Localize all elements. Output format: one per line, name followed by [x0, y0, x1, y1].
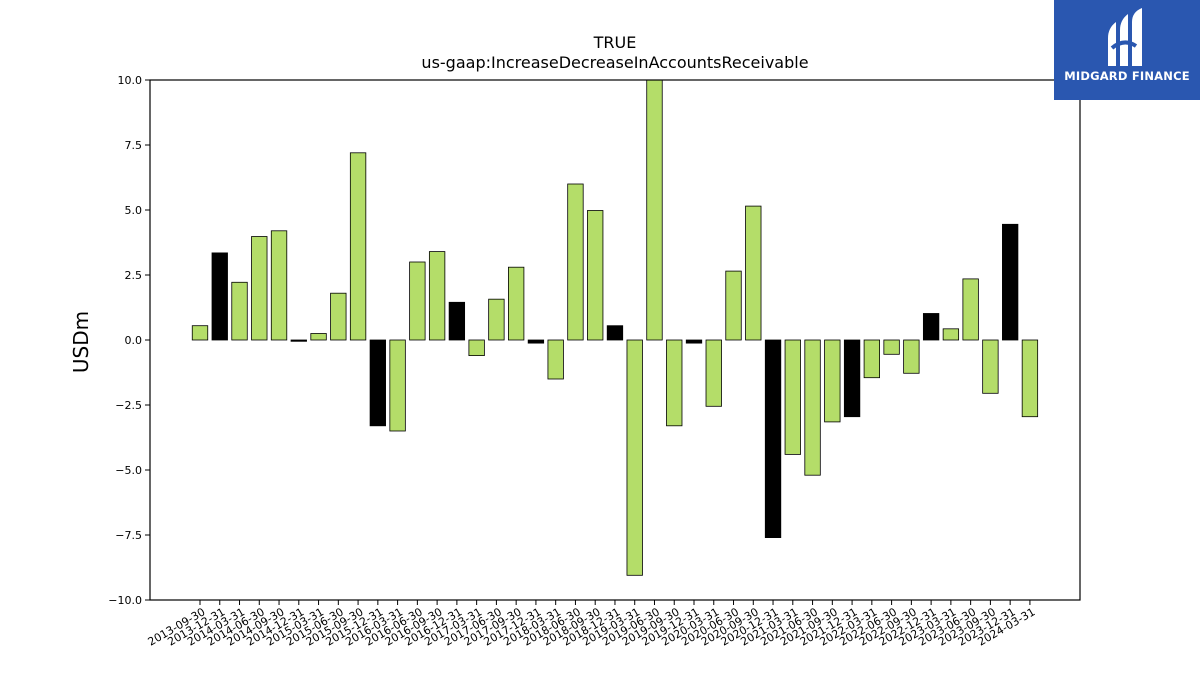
bar: [982, 339, 999, 394]
y-tick-label: 5.0: [125, 204, 143, 217]
bar: [587, 210, 604, 341]
bar: [606, 325, 624, 341]
x-axis: 2013-09-302013-12-312014-03-312014-06-30…: [146, 600, 1037, 649]
chart-title: TRUE: [593, 33, 637, 52]
bar: [843, 339, 861, 418]
bar: [191, 325, 209, 341]
brand-logo: MIDGARD FINANCE: [1054, 0, 1200, 100]
bar: [290, 339, 307, 342]
bar: [863, 339, 880, 379]
y-tick-label: −10.0: [108, 594, 142, 607]
logo-brand-text: MIDGARD FINANCE: [1064, 69, 1190, 83]
bar: [745, 205, 762, 341]
bar: [646, 79, 663, 341]
y-tick-label: 0.0: [125, 334, 143, 347]
bar: [804, 339, 821, 476]
bar: [1002, 223, 1019, 341]
bar: [685, 339, 703, 344]
bar: [626, 339, 643, 576]
bar: [725, 270, 742, 341]
bar: [409, 261, 426, 341]
y-tick-label: −7.5: [115, 529, 142, 542]
y-tick-label: 7.5: [125, 139, 143, 152]
bar: [349, 152, 367, 341]
bar: [764, 339, 782, 539]
bar: [883, 339, 900, 355]
bar: [468, 339, 485, 357]
bar: [330, 292, 347, 341]
bar: [389, 339, 406, 432]
bar: [428, 251, 446, 341]
y-tick-label: −5.0: [115, 464, 142, 477]
bar: [488, 298, 505, 341]
bar: [824, 339, 841, 423]
y-tick-label: −2.5: [115, 399, 142, 412]
bar: [251, 236, 268, 341]
bar: [448, 301, 466, 341]
bar: [310, 333, 327, 341]
logo-mark-icon: [1108, 8, 1142, 66]
bar: [211, 252, 228, 341]
bar: [903, 339, 920, 374]
bar: [1021, 339, 1039, 418]
bar: [922, 313, 940, 341]
bar: [270, 230, 288, 341]
bar: [705, 339, 722, 407]
bar: [369, 339, 386, 427]
bar: [567, 183, 584, 341]
bar: [666, 339, 683, 427]
bar: [962, 278, 979, 341]
bar: [942, 328, 960, 341]
y-axis-label: USDm: [69, 311, 93, 373]
bar: [508, 266, 525, 341]
y-tick-label: 10.0: [118, 74, 143, 87]
bar: [547, 339, 564, 380]
bar: [527, 339, 545, 344]
bars-group: [191, 79, 1039, 576]
plot-frame: [149, 79, 1081, 601]
chart-subtitle: us-gaap:IncreaseDecreaseInAccountsReceiv…: [421, 53, 808, 72]
y-axis: 10.0 7.5 5.0 2.5 0.0 −2.5 −5.0 −7.5 −10.0: [108, 74, 150, 607]
bar: [784, 339, 801, 455]
y-tick-label: 2.5: [125, 269, 143, 282]
bar: [231, 281, 248, 341]
